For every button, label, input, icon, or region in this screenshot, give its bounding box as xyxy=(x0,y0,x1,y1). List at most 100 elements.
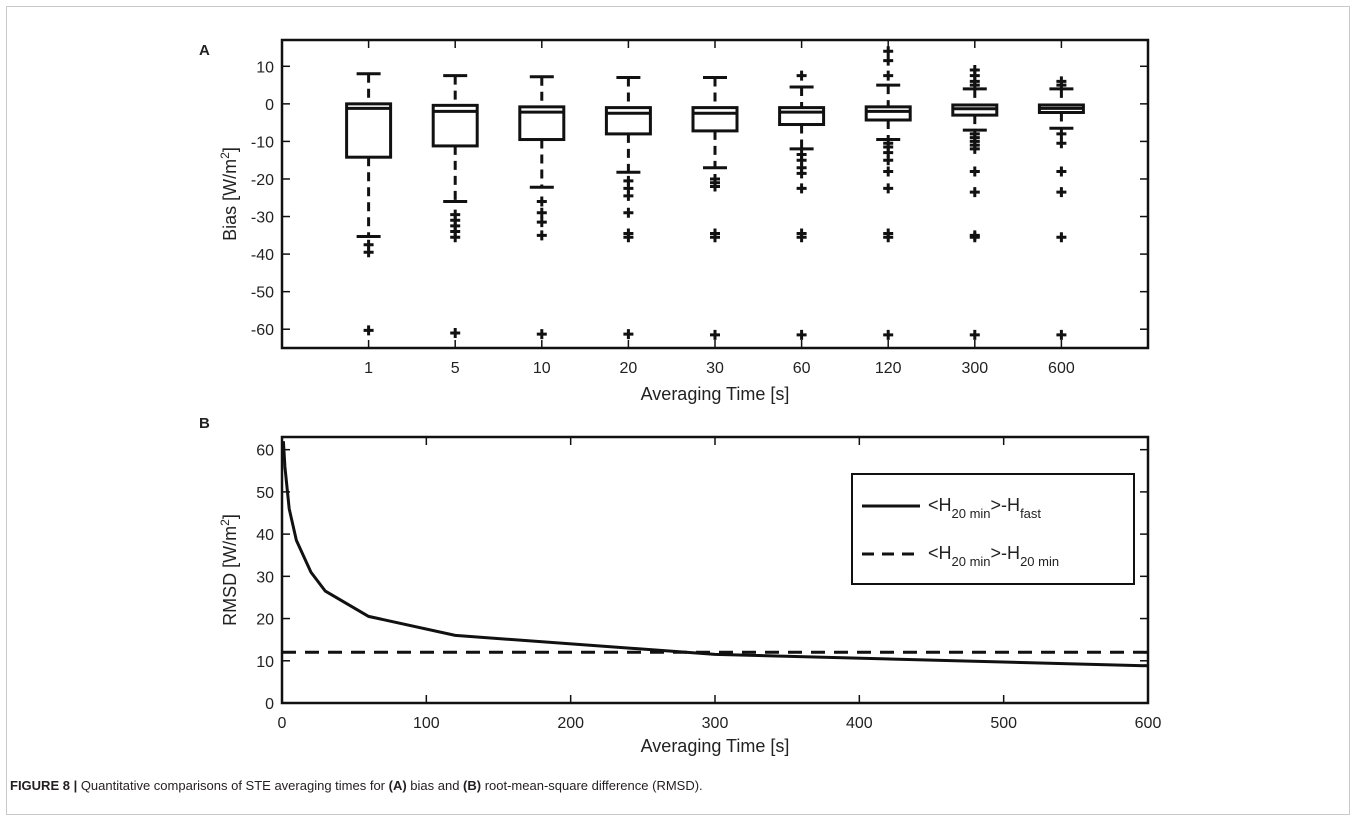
panel-a-box xyxy=(604,76,652,340)
panel-a-outlier xyxy=(710,329,720,340)
panel-a-outlier xyxy=(450,232,461,243)
panel-a-outlier xyxy=(883,55,894,66)
panel-a-ytick-label: 10 xyxy=(256,59,274,76)
panel-b-xtick-label: 0 xyxy=(278,715,287,732)
caption-text-2: bias and xyxy=(406,778,464,793)
panel-a-outlier xyxy=(796,232,807,243)
panel-a-xtick-label: 1 xyxy=(364,360,373,377)
caption-bold-a: (A) xyxy=(388,778,407,793)
panel-a-outlier xyxy=(883,183,894,194)
panel-a-xtick-label: 30 xyxy=(706,360,724,377)
panel-a-xtick-label: 120 xyxy=(875,360,902,377)
panel-a-outlier xyxy=(536,329,547,340)
panel-a-outlier xyxy=(883,46,894,57)
panel-a-box xyxy=(778,70,826,340)
panel-a-label: A xyxy=(199,42,210,59)
caption-label: FIGURE 8 | xyxy=(10,778,78,793)
panel-a-ytick-label: 0 xyxy=(265,97,274,114)
panel-a-box xyxy=(431,74,479,338)
panel-a-box-body xyxy=(691,106,739,133)
panel-b-ylabel-tail: ] xyxy=(220,514,240,519)
legend-part: >-H xyxy=(991,543,1021,563)
panel-a-box xyxy=(518,75,566,340)
panel-b-xlabel: Averaging Time [s] xyxy=(641,736,790,756)
panel-b-legend-entry-2: <H20 min>-H20 min xyxy=(928,543,1059,569)
panel-a-ytick-label: -40 xyxy=(251,247,274,264)
panel-a-box xyxy=(864,46,912,340)
panel-b-xtick-label: 500 xyxy=(990,715,1017,732)
panel-a-box-body xyxy=(864,105,912,122)
panel-a-outlier xyxy=(710,181,720,192)
legend-sub: fast xyxy=(1020,506,1041,521)
panel-b-ylabel-sup: 2 xyxy=(218,519,232,526)
panel-b-xtick-label: 400 xyxy=(846,715,873,732)
panel-b-xtick-label: 600 xyxy=(1135,715,1162,732)
panel-a-box xyxy=(345,72,393,336)
panel-a-xlabel: Averaging Time [s] xyxy=(641,384,790,404)
panel-b-ytick-label: 50 xyxy=(256,485,274,502)
panel-b-ylabel-main: RMSD [W/m xyxy=(220,526,240,626)
caption-text-3: root-mean-square difference (RMSD). xyxy=(481,778,703,793)
panel-a-outlier xyxy=(1056,128,1067,139)
panel-b-xtick-label: 200 xyxy=(557,715,584,732)
panel-a-outlier xyxy=(623,207,634,218)
panel-a-outlier xyxy=(883,70,894,81)
panel-b-ylabel: RMSD [W/m2] xyxy=(218,514,240,626)
panel-a-ytick-label: -20 xyxy=(251,172,274,189)
panel-a-outlier xyxy=(969,166,980,177)
panel-a-outlier xyxy=(536,230,547,241)
panel-a-ytick-label: -10 xyxy=(251,134,274,151)
panel-a-outlier xyxy=(710,232,720,243)
panel-b-xtick-label: 100 xyxy=(413,715,440,732)
panel-a-outlier xyxy=(623,190,634,201)
panel-b-ytick-label: 10 xyxy=(256,654,274,671)
panel-a-xtick-label: 300 xyxy=(961,360,988,377)
legend-part: <H xyxy=(928,495,952,515)
panel-a-outlier xyxy=(969,187,980,198)
panel-a-outlier xyxy=(969,65,980,76)
panel-a-outlier xyxy=(796,329,807,340)
panel-a-ylabel-main: Bias [W/m xyxy=(220,159,240,241)
panel-b-series-line-1 xyxy=(281,441,1149,668)
panel-b-label: B xyxy=(199,415,210,432)
panel-b-legend-entry-1: <H20 min>-Hfast xyxy=(928,495,1041,521)
panel-a-outlier xyxy=(969,143,980,154)
panel-a-outlier xyxy=(1056,329,1067,340)
panel-a-box-body xyxy=(345,102,393,159)
panel-a-ylabel-sup: 2 xyxy=(218,152,232,159)
legend-sub: 20 min xyxy=(952,554,991,569)
panel-b-xtick-label: 300 xyxy=(702,715,729,732)
panel-b-ytick-label: 20 xyxy=(256,612,274,629)
panel-a-xtick-label: 60 xyxy=(793,360,811,377)
figure-caption: FIGURE 8 | Quantitative comparisons of S… xyxy=(10,778,703,793)
panel-a-outlier xyxy=(1056,232,1067,243)
panel-a-box xyxy=(951,65,999,340)
panel-a-outlier xyxy=(1056,76,1067,87)
panel-a-xtick-label: 600 xyxy=(1048,360,1075,377)
panel-a-outlier xyxy=(969,232,980,243)
panel-a-ytick-label: -30 xyxy=(251,210,274,227)
legend-part: >-H xyxy=(991,495,1021,515)
panel-a-outlier xyxy=(536,207,547,218)
panel-a-ylabel-tail: ] xyxy=(220,147,240,152)
legend-sub: 20 min xyxy=(1020,554,1059,569)
panel-a-ytick-label: -60 xyxy=(251,322,274,339)
panel-a-box-body xyxy=(778,106,826,127)
panel-a-ytick-label: -50 xyxy=(251,285,274,302)
panel-a-outlier xyxy=(363,247,374,258)
panel-a-outlier xyxy=(536,196,547,207)
panel-a-outlier xyxy=(883,232,894,243)
panel-a-outlier xyxy=(883,329,894,340)
panel-a-outlier xyxy=(796,70,807,81)
panel-b-ytick-label: 60 xyxy=(256,443,274,460)
panel-b-ytick-label: 0 xyxy=(265,696,274,713)
panel-b-legend xyxy=(851,473,1135,585)
figure-frame xyxy=(6,6,1350,815)
panel-a-outlier xyxy=(796,168,807,179)
legend-sub: 20 min xyxy=(952,506,991,521)
panel-a-outlier xyxy=(450,327,461,338)
panel-a-outlier xyxy=(623,329,634,340)
panel-a-outlier xyxy=(883,155,894,166)
